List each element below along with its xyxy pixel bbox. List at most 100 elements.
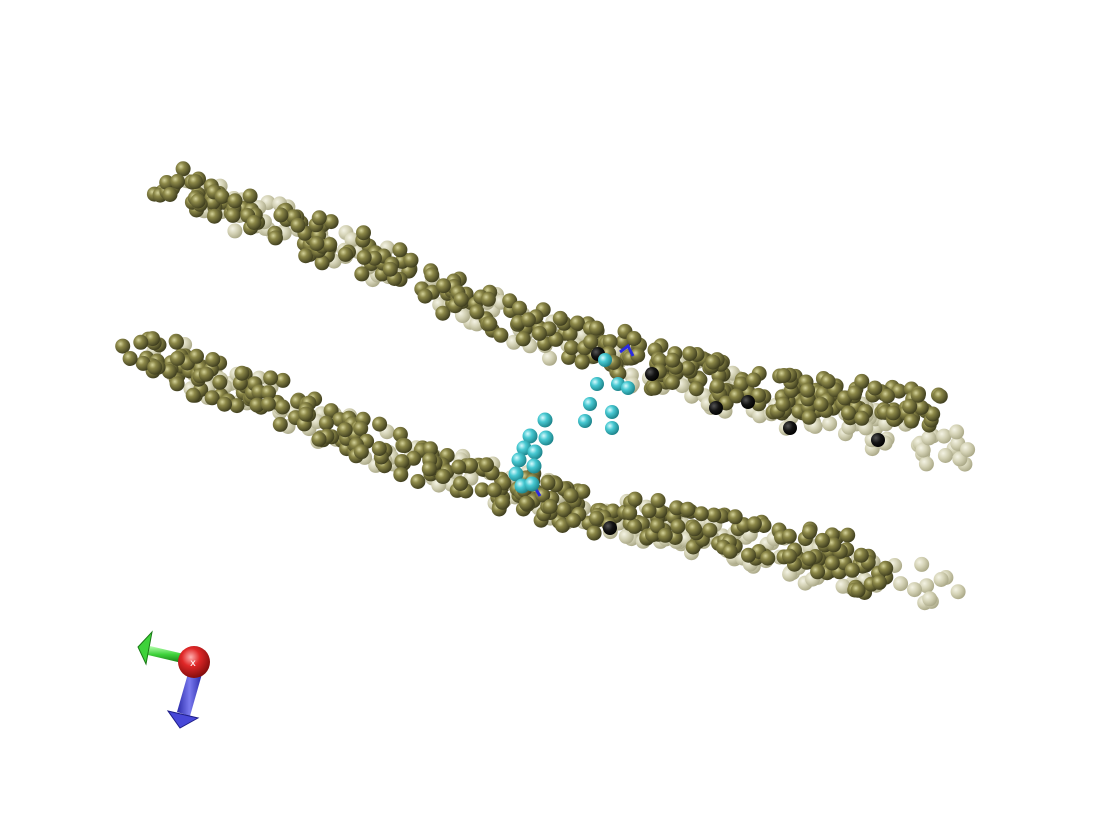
membrane-bead	[162, 187, 178, 202]
membrane-bead	[417, 288, 433, 304]
membrane-bead	[801, 409, 817, 425]
membrane-bead	[268, 230, 283, 246]
membrane-bead	[586, 525, 602, 541]
membrane-bead-far	[921, 430, 937, 446]
membrane-bead	[688, 381, 704, 397]
membrane-bead	[531, 325, 547, 341]
membrane-bead	[826, 537, 842, 553]
peptide-bead	[526, 458, 542, 474]
membrane-bead	[354, 266, 370, 282]
peptide-bead	[537, 412, 553, 428]
membrane-bead	[518, 495, 534, 511]
dark-bead	[709, 401, 723, 415]
x-axis-label: x	[190, 658, 196, 669]
peptide-bead	[605, 405, 619, 419]
membrane-bead	[309, 236, 325, 252]
membrane-bead	[298, 406, 314, 422]
membrane-bead	[800, 382, 816, 398]
membrane-bead	[227, 193, 243, 209]
membrane-bead	[187, 174, 203, 189]
membrane-bead	[566, 513, 581, 528]
membrane-bead	[479, 457, 494, 473]
membrane-bead	[170, 173, 185, 189]
membrane-bead	[189, 348, 204, 364]
membrane-bead	[841, 405, 856, 421]
peptide-bead	[511, 452, 527, 468]
membrane-bead	[234, 365, 250, 381]
membrane-bead	[670, 519, 686, 534]
membrane-bead	[147, 359, 163, 375]
membrane-bead-far	[914, 556, 930, 572]
membrane-bead	[801, 551, 817, 566]
membrane-bead	[190, 193, 206, 209]
membrane-bead	[493, 327, 509, 343]
blue-arrow-z-axis-icon	[166, 670, 202, 729]
membrane-bead-far	[936, 428, 952, 444]
membrane-bead	[622, 505, 638, 521]
membrane-bead	[246, 215, 262, 230]
membrane-bead	[574, 354, 590, 370]
membrane-bead	[382, 261, 398, 277]
membrane-bead	[569, 315, 585, 331]
membrane-bead	[867, 380, 883, 396]
membrane-bead-far	[933, 572, 949, 587]
membrane-bead	[520, 312, 536, 328]
membrane-bead	[802, 524, 817, 540]
membrane-bead	[356, 249, 372, 265]
membrane-bead	[311, 210, 327, 226]
peptide-bead	[578, 414, 592, 428]
membrane-bead	[217, 396, 232, 412]
membrane-bead	[878, 560, 894, 576]
membrane-bead-far	[893, 576, 909, 592]
membrane-bead	[556, 502, 572, 518]
membrane-bead	[397, 438, 413, 454]
membrane-bead	[436, 278, 451, 294]
membrane-bead	[657, 527, 673, 543]
membrane-bead	[853, 547, 869, 563]
membrane-bead	[272, 416, 288, 432]
membrane-bead	[702, 522, 718, 538]
membrane-bead	[665, 352, 681, 368]
membrane-bead-far	[542, 350, 557, 366]
membrane-bead	[775, 396, 791, 412]
membrane-bead	[261, 385, 276, 401]
membrane-bead-far	[752, 408, 768, 424]
membrane-bead	[682, 346, 698, 362]
peptide-bead	[621, 381, 635, 395]
membrane-bead	[686, 521, 702, 537]
membrane-bead	[115, 338, 131, 354]
membrane-bead	[311, 431, 327, 447]
membrane-bead-far	[907, 582, 922, 598]
membrane-bead	[741, 547, 756, 563]
membrane-bead	[159, 175, 175, 190]
membrane-bead	[512, 300, 527, 316]
membrane-bead	[198, 366, 214, 382]
membrane-bead	[273, 207, 289, 223]
dark-bead	[871, 433, 885, 447]
membrane-bead	[589, 320, 604, 336]
membrane-bead	[746, 372, 762, 388]
membrane-bead	[392, 242, 408, 258]
membrane-bead	[844, 562, 860, 578]
dark-bead	[783, 421, 797, 435]
peptide-bead	[583, 397, 597, 411]
membrane-bead	[813, 396, 829, 412]
membrane-bead	[453, 476, 468, 491]
membrane-bead	[122, 351, 138, 366]
membrane-bead	[706, 507, 722, 523]
membrane-bead	[337, 422, 353, 438]
membrane-bead	[435, 305, 451, 321]
membrane-bead	[169, 376, 185, 392]
membrane-bead-far	[822, 416, 838, 432]
dark-bead	[603, 521, 617, 535]
membrane-bead-far	[835, 578, 851, 594]
peptide-bead	[508, 466, 524, 482]
membrane-bead	[403, 252, 419, 268]
membrane-bead	[474, 482, 490, 498]
membrane-bead	[709, 378, 725, 394]
membrane-bead	[810, 564, 826, 580]
membrane-bead	[169, 334, 184, 350]
membrane-bead	[372, 416, 388, 432]
